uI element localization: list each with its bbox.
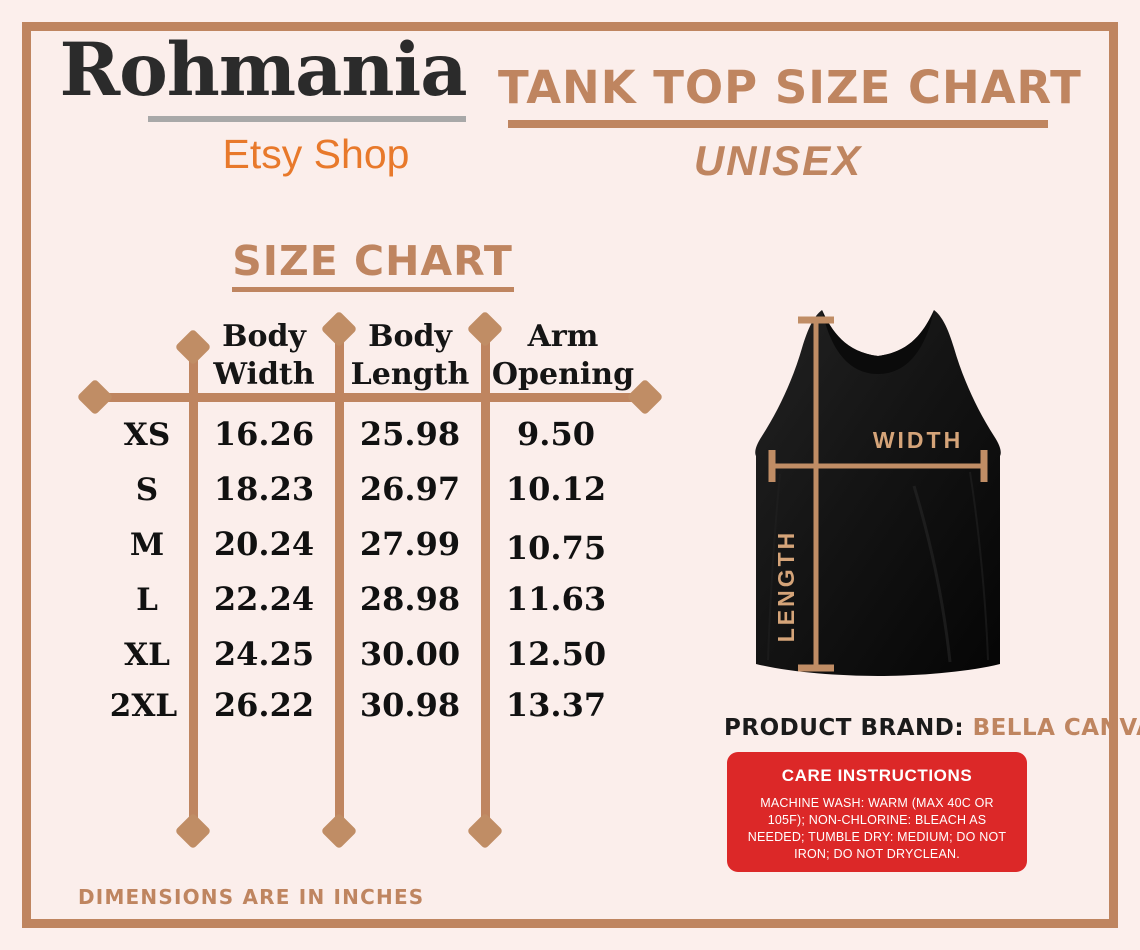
table-cell-m-arm-opening: 10.75 bbox=[505, 529, 607, 567]
brand-divider-rule bbox=[148, 116, 466, 122]
table-header-rule bbox=[104, 393, 638, 402]
table-row-size-xl: XL bbox=[124, 637, 170, 673]
page-title: TANK TOP SIZE CHART bbox=[498, 61, 1082, 114]
size-chart-heading: SIZE CHART bbox=[100, 238, 645, 292]
table-cell-xs-body-length: 25.98 bbox=[359, 415, 461, 453]
table-cell-xs-arm-opening: 9.50 bbox=[517, 415, 595, 453]
table-rule-diamond-left bbox=[76, 378, 114, 416]
title-divider-rule bbox=[508, 120, 1048, 128]
brand-subtitle: Etsy Shop bbox=[222, 131, 410, 177]
table-cell-2xl-body-width: 26.22 bbox=[213, 686, 315, 724]
table-row-size-s: S bbox=[135, 472, 159, 508]
title-subtitle: UNISEX bbox=[693, 137, 863, 184]
table-column-rule-1-bottom-diamond bbox=[174, 812, 212, 850]
column-header-body-width: Body Width bbox=[199, 318, 329, 394]
table-cell-2xl-body-length: 30.98 bbox=[359, 686, 461, 724]
table-cell-2xl-arm-opening: 13.37 bbox=[505, 686, 607, 724]
table-cell-xl-body-length: 30.00 bbox=[359, 635, 461, 673]
table-cell-l-body-length: 28.98 bbox=[359, 580, 461, 618]
title-block: TANK TOP SIZE CHART UNISEX bbox=[498, 61, 1082, 186]
care-instructions-body: MACHINE WASH: WARM (MAX 40C OR 105F); NO… bbox=[747, 796, 1007, 861]
column-header-body-length-line2: Length bbox=[350, 357, 470, 392]
table-cell-xl-arm-opening: 12.50 bbox=[505, 635, 607, 673]
table-column-rule-2-bottom-diamond bbox=[320, 812, 358, 850]
table-cell-xs-body-width: 16.26 bbox=[213, 415, 315, 453]
table-cell-s-arm-opening: 10.12 bbox=[505, 470, 607, 508]
measurement-guides bbox=[768, 316, 988, 672]
size-chart-heading-underline bbox=[231, 287, 514, 292]
table-cell-m-body-width: 20.24 bbox=[213, 525, 315, 563]
column-header-body-width-line2: Width bbox=[213, 357, 315, 392]
column-header-arm-opening-line1: Arm bbox=[527, 319, 599, 354]
table-row-size-xs: XS bbox=[123, 417, 171, 453]
column-header-body-length: Body Length bbox=[343, 318, 477, 394]
brand-block: Rohmania Etsy Shop bbox=[48, 30, 478, 178]
table-column-rule-3-bottom-diamond bbox=[466, 812, 504, 850]
column-header-body-length-line1: Body bbox=[368, 319, 452, 354]
care-instructions-title: CARE INSTRUCTIONS bbox=[781, 766, 973, 785]
table-row-size-2xl: 2XL bbox=[109, 688, 178, 724]
brand-name: Rohmania bbox=[59, 27, 467, 113]
table-cell-l-arm-opening: 11.63 bbox=[505, 580, 607, 618]
tank-top-illustration: WIDTH LENGTH bbox=[718, 296, 1038, 708]
product-brand-line: PRODUCT BRAND: BELLA CANVAS bbox=[724, 714, 1140, 742]
size-chart-table: Body Width Body Length Arm Opening XS 16… bbox=[76, 310, 664, 850]
table-column-rule-2 bbox=[335, 335, 344, 830]
table-row-size-l: L bbox=[136, 582, 158, 618]
table-cell-l-body-width: 22.24 bbox=[213, 580, 315, 618]
table-cell-s-body-length: 26.97 bbox=[359, 470, 461, 508]
table-cell-xl-body-width: 24.25 bbox=[213, 635, 315, 673]
column-header-arm-opening-line2: Opening bbox=[491, 357, 635, 392]
product-brand-label: PRODUCT BRAND: bbox=[724, 715, 965, 741]
column-header-body-width-line1: Body bbox=[222, 319, 306, 354]
dimensions-unit-note: DIMENSIONS ARE IN INCHES bbox=[78, 885, 425, 909]
size-chart-heading-label: SIZE CHART bbox=[232, 237, 513, 285]
product-brand-value: BELLA CANVAS bbox=[972, 715, 1140, 741]
table-row-size-m: M bbox=[129, 527, 165, 563]
table-cell-s-body-width: 18.23 bbox=[213, 470, 315, 508]
table-column-rule-3 bbox=[481, 335, 490, 830]
column-header-arm-opening: Arm Opening bbox=[489, 318, 637, 394]
width-label: WIDTH bbox=[873, 427, 963, 453]
length-label: LENGTH bbox=[773, 530, 799, 643]
table-column-rule-1 bbox=[189, 355, 198, 830]
care-instructions-box: CARE INSTRUCTIONS MACHINE WASH: WARM (MA… bbox=[727, 752, 1027, 872]
table-cell-m-body-length: 27.99 bbox=[359, 525, 461, 563]
